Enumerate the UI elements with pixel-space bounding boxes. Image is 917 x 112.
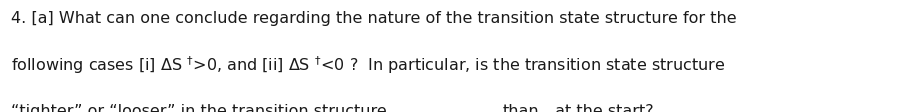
Text: following cases [i] ΔS $^{\dagger}$>0, and [ii] ΔS $^{\dagger}$<0 ?  In particul: following cases [i] ΔS $^{\dagger}$>0, a… xyxy=(11,54,725,75)
Text: than: than xyxy=(503,103,539,112)
Text: 4. [a] What can one conclude regarding the nature of the transition state struct: 4. [a] What can one conclude regarding t… xyxy=(11,11,736,26)
Text: at the start?: at the start? xyxy=(549,103,653,112)
Text: “tighter” or “looser” in the transition structure: “tighter” or “looser” in the transition … xyxy=(11,103,392,112)
